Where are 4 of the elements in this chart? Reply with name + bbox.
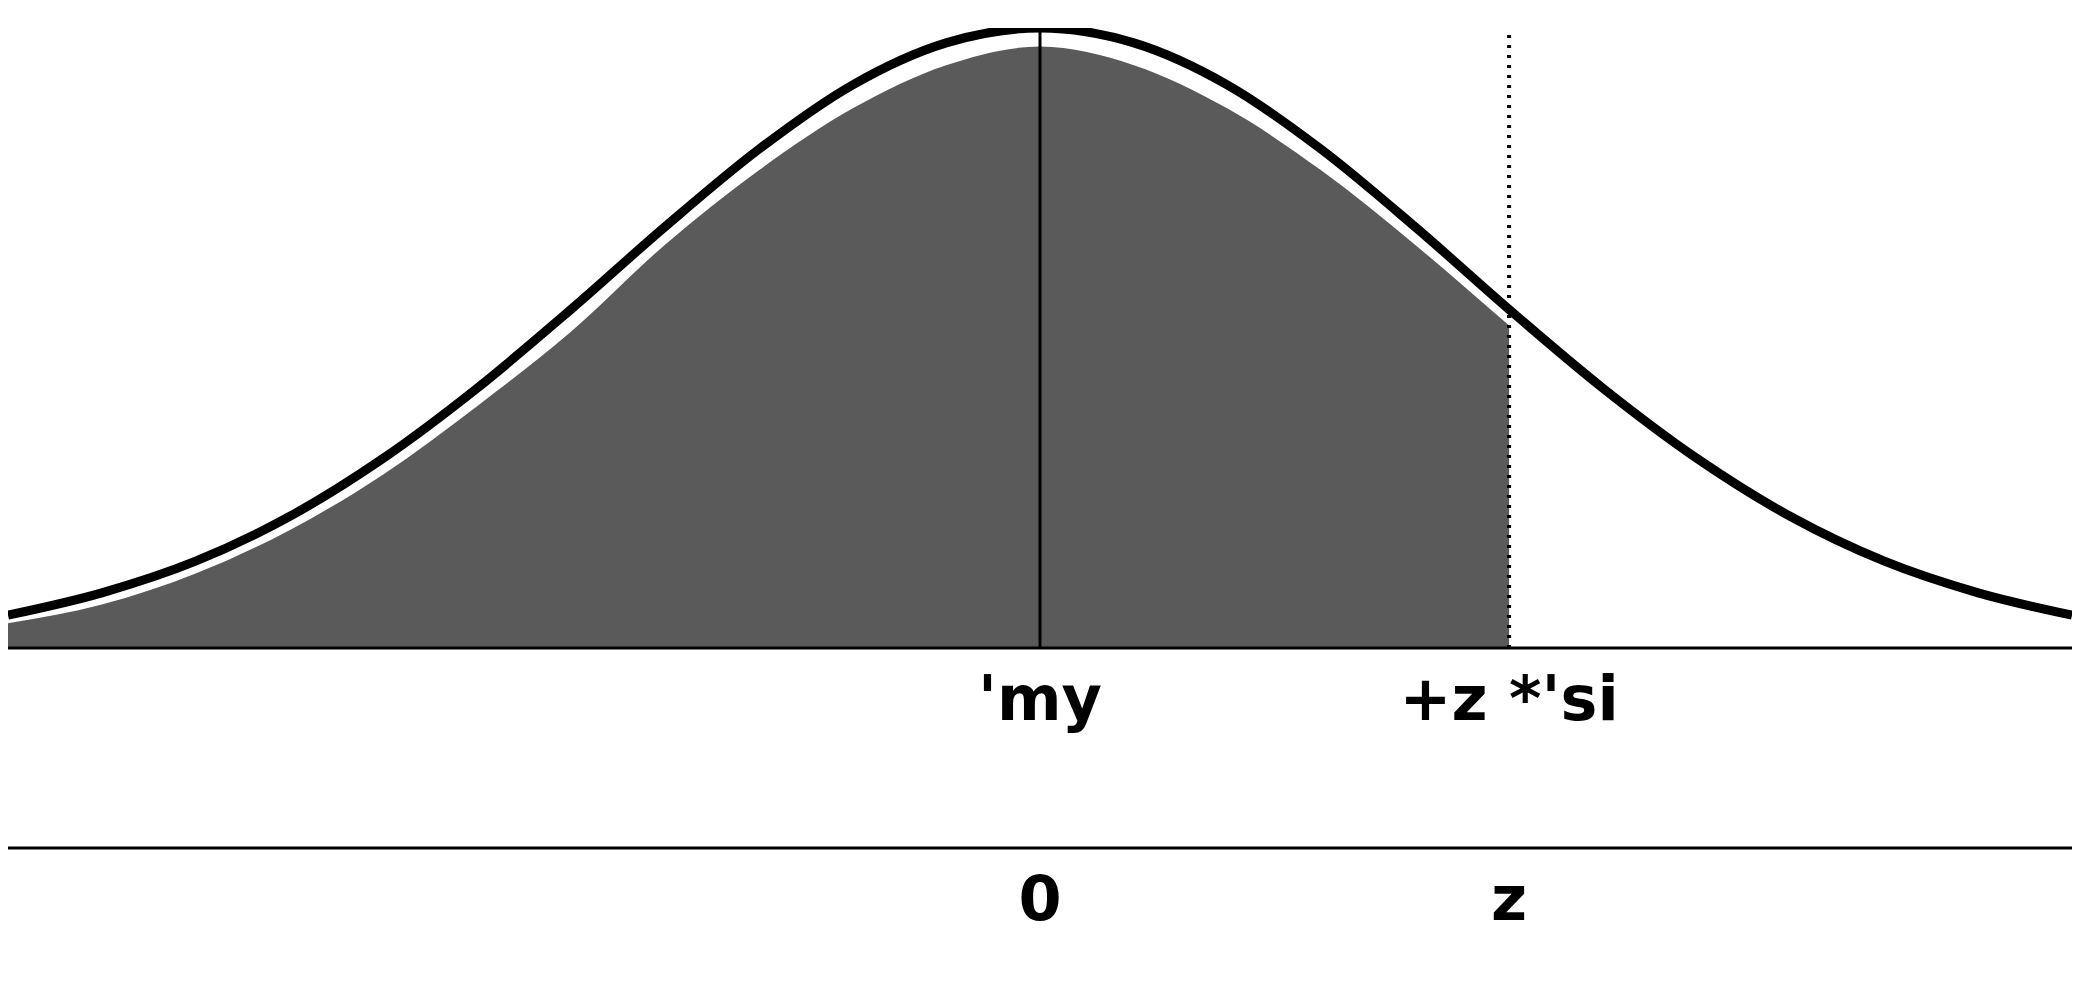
text: +z *'si [1399,662,1619,736]
x-tick-label: 0 [1018,862,1062,936]
text: 'my [978,662,1102,736]
x-tick-label: z [1491,862,1528,936]
